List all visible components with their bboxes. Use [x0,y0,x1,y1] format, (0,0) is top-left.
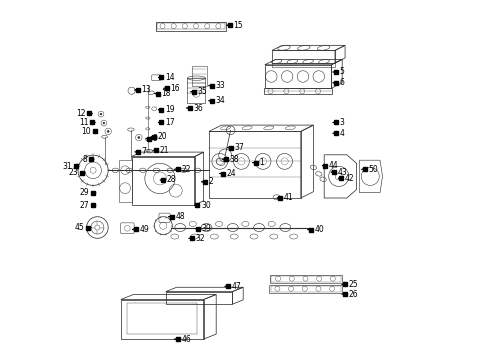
Text: 43: 43 [338,167,347,176]
Text: 19: 19 [165,105,175,114]
Text: 12: 12 [76,109,86,118]
Text: 22: 22 [181,165,191,174]
Text: 50: 50 [368,165,378,174]
Text: 48: 48 [175,212,185,221]
Text: 40: 40 [315,225,324,234]
Text: 1: 1 [259,158,264,167]
Bar [156,22,226,31]
Text: 29: 29 [79,188,89,197]
Text: 20: 20 [158,132,168,141]
Text: 10: 10 [81,127,91,136]
Text: 6: 6 [340,78,344,87]
Text: 2: 2 [208,177,213,186]
Text: 45: 45 [74,223,84,232]
Bar [271,276,341,282]
Text: 13: 13 [142,85,151,94]
Circle shape [138,136,140,139]
Text: 32: 32 [196,234,205,243]
Text: 5: 5 [340,68,344,77]
Text: 38: 38 [229,154,239,163]
Text: 35: 35 [197,87,207,96]
Bar [192,66,207,86]
Bar [187,78,205,103]
Text: 11: 11 [79,118,88,127]
Text: 14: 14 [165,73,175,82]
Text: 15: 15 [233,21,243,30]
Text: 25: 25 [349,280,358,289]
Bar [272,63,335,67]
Text: 46: 46 [181,335,191,343]
Bar [270,286,341,292]
Bar [157,23,225,29]
Text: 33: 33 [216,81,225,90]
Text: 9: 9 [152,134,157,143]
Text: 30: 30 [201,201,211,210]
Circle shape [103,122,105,124]
Text: 24: 24 [226,169,236,178]
Text: 28: 28 [167,175,176,184]
Text: 41: 41 [284,194,294,202]
Text: 49: 49 [139,225,149,234]
Text: 31: 31 [63,162,72,171]
Text: 44: 44 [329,161,339,170]
Text: 23: 23 [69,168,78,177]
Text: 18: 18 [162,89,171,98]
Bar [264,88,332,94]
Text: 21: 21 [160,146,169,155]
Text: 34: 34 [216,96,225,105]
Text: 26: 26 [349,289,358,299]
Text: 27: 27 [79,201,89,210]
FancyArrowPatch shape [134,89,140,90]
Text: 4: 4 [340,129,344,138]
Bar [270,275,342,283]
Text: 42: 42 [345,174,355,183]
Text: 39: 39 [202,224,212,233]
Text: 17: 17 [165,118,175,127]
Text: 3: 3 [340,118,344,127]
Circle shape [100,113,102,115]
Text: 47: 47 [232,282,242,291]
Text: 36: 36 [193,104,203,112]
Text: 37: 37 [234,143,244,152]
Text: 8: 8 [83,154,87,163]
Bar [270,285,342,293]
Text: 7: 7 [142,148,147,156]
Text: 16: 16 [171,84,180,93]
Circle shape [107,130,109,133]
